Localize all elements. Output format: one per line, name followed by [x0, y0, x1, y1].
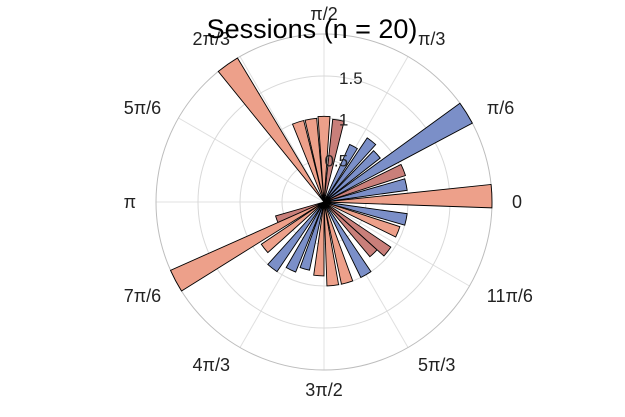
radial-tick-label: 1.5 — [339, 69, 363, 88]
radial-tick-labels: 0.5 1 1.5 — [324, 69, 362, 171]
angle-tick-label: π/6 — [487, 98, 514, 118]
polar-bar — [291, 119, 325, 203]
polar-bar — [323, 201, 401, 238]
polar-bar — [169, 201, 325, 292]
polar-bar — [323, 150, 381, 203]
polar-bar — [323, 183, 493, 209]
polar-bar — [323, 137, 377, 203]
angle-tick-label: 11π/6 — [487, 286, 533, 306]
polar-bar — [323, 143, 359, 203]
polar-bar — [323, 201, 372, 279]
angle-tick-label: 5π/6 — [124, 98, 161, 118]
bar-series — [169, 57, 493, 292]
polar-bar — [323, 201, 392, 257]
polar-bar — [285, 201, 325, 273]
polar-bar — [304, 117, 325, 203]
angle-tick-label: 4π/3 — [193, 355, 230, 375]
angle-tick-label: 0 — [512, 192, 522, 212]
angle-tick-label: 7π/6 — [124, 286, 161, 306]
radial-tick-label: 0.5 — [324, 152, 348, 171]
angle-tick-label: π/3 — [418, 29, 445, 49]
radial-tick-label: 1 — [339, 110, 348, 129]
polar-bar — [323, 201, 408, 226]
polar-bar — [323, 201, 340, 287]
polar-bar — [323, 102, 473, 203]
angle-tick-label: π/2 — [310, 4, 337, 24]
angle-tick-label: 5π/3 — [418, 355, 455, 375]
angle-tick-label: π — [124, 192, 136, 212]
polar-bar — [317, 115, 331, 203]
polar-bar — [217, 57, 325, 203]
polar-bar — [313, 201, 325, 277]
angle-tick-label: 2π/3 — [193, 29, 230, 49]
polar-bar — [299, 201, 325, 271]
polar-bar — [260, 201, 325, 254]
polar-bar — [323, 163, 407, 203]
angle-tick-label: 3π/2 — [305, 380, 342, 400]
polar-bar — [323, 118, 345, 203]
polar-bar — [323, 178, 408, 203]
polar-bar — [323, 201, 354, 285]
angle-tick-labels: 0 π/6 π/3 π/2 2π/3 5π/6 π 7π/6 4π/3 3π/2 5π/3 11π/6 — [124, 4, 533, 400]
chart-title: Sessions (n = 20) — [207, 14, 418, 44]
polar-bar — [267, 201, 325, 273]
